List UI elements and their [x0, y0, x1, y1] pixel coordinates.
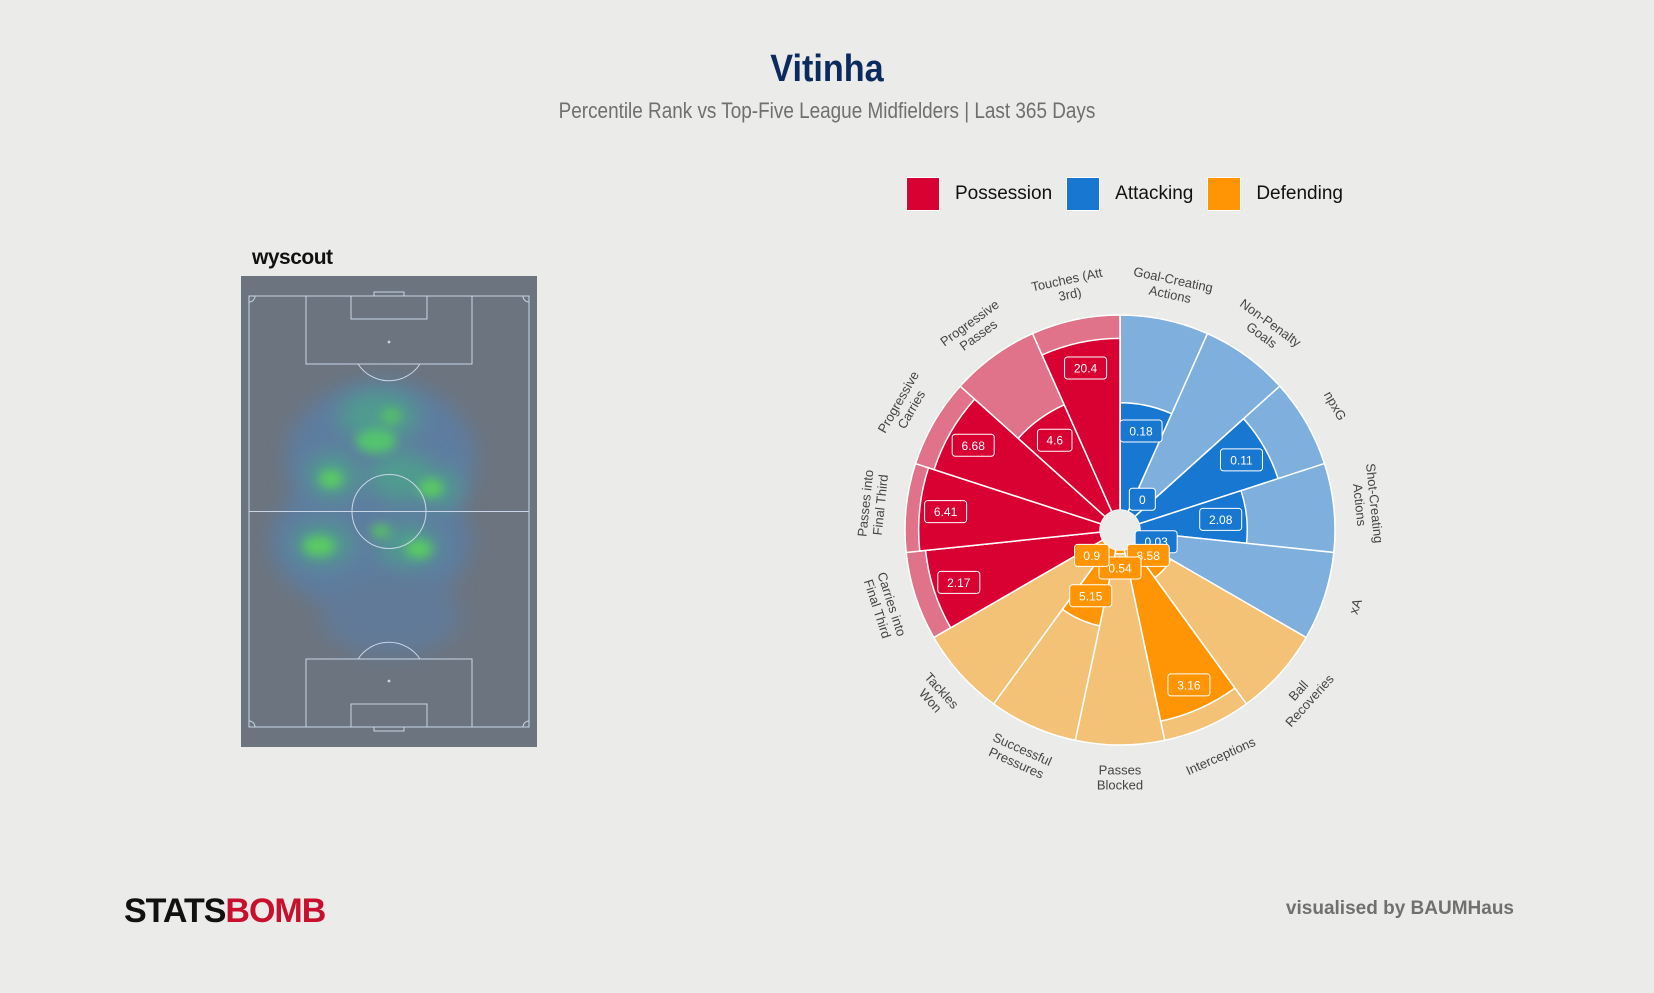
svg-text:0.18: 0.18 — [1129, 424, 1153, 438]
statsbomb-logo: STATSBOMB — [124, 892, 326, 931]
value-label-passes-into-final-third: 6.41 — [924, 500, 968, 524]
metric-label-xa: xA — [1346, 597, 1365, 616]
pitch-markings — [248, 291, 530, 732]
svg-text:0.11: 0.11 — [1230, 453, 1253, 467]
radar-wedges — [904, 314, 1336, 746]
legend: Possession Attacking Defending — [906, 176, 1357, 212]
svg-text:0.9: 0.9 — [1083, 549, 1100, 563]
legend-swatch-possession — [906, 177, 940, 211]
svg-text:4.6: 4.6 — [1046, 434, 1063, 448]
value-label-shot-creating-actions: 2.08 — [1199, 507, 1243, 531]
chart-title: Vitinha — [770, 48, 884, 90]
metric-label-carries-into-final-third: Carries intoFinal Third — [860, 570, 909, 642]
chart-subtitle: Percentile Rank vs Top-Five League Midfi… — [558, 98, 1096, 123]
value-label-goal-creating-actions: 0.18 — [1119, 419, 1163, 443]
svg-text:8.58: 8.58 — [1137, 549, 1161, 563]
metric-label-passes-blocked: Passes Blocked — [1097, 763, 1143, 793]
percentile-radar: Goal-CreatingActionsNon-PenaltyGoalsnpxG… — [854, 264, 1386, 793]
metric-label-tackles-won: TacklesWon — [910, 669, 962, 722]
legend-item-possession: Possession — [906, 177, 1052, 211]
value-label-npxg: 0.11 — [1219, 448, 1263, 472]
value-label-successful-pressures: 5.15 — [1069, 584, 1113, 608]
svg-text:2.17: 2.17 — [947, 576, 971, 590]
heatmap-pitch — [241, 276, 537, 747]
legend-label-attacking: Attacking — [1115, 183, 1194, 204]
value-label-progressive-carries: 6.68 — [951, 433, 995, 457]
svg-text:0.54: 0.54 — [1108, 562, 1132, 576]
legend-swatch-attacking — [1066, 177, 1101, 211]
svg-text:2.08: 2.08 — [1209, 513, 1233, 527]
metric-label-passes-into-final-third: Passes intoFinal Third — [854, 469, 891, 539]
metric-label-shot-creating-actions: Shot-CreatingActions — [1348, 463, 1386, 546]
svg-text:3.16: 3.16 — [1177, 678, 1201, 692]
wyscout-logo: wyscout — [252, 246, 333, 269]
metric-label-npxg: npxG — [1321, 389, 1350, 423]
svg-text:6.68: 6.68 — [962, 439, 986, 453]
heatmap-density — [271, 381, 476, 656]
svg-text:0: 0 — [1139, 493, 1146, 507]
statsbomb-logo-part1: STATS — [124, 892, 226, 930]
radar-value-labels: 0.1800.112.080.038.583.160.545.150.92.17… — [924, 356, 1263, 697]
metric-label-touches-att-3rd: Touches (Att3rd) — [1030, 265, 1107, 309]
value-label-progressive-passes: 4.6 — [1037, 428, 1073, 452]
radar-center-hub — [1100, 510, 1140, 550]
value-label-non-penalty-goals: 0 — [1128, 487, 1156, 511]
wedge-bar-passes-blocked — [1114, 548, 1126, 555]
metric-label-goal-creating-actions: Goal-CreatingActions — [1129, 264, 1214, 310]
legend-item-attacking: Attacking — [1066, 177, 1193, 211]
value-label-touches-att-3rd: 20.4 — [1064, 356, 1108, 380]
statsbomb-logo-part2: BOMB — [225, 892, 326, 930]
metric-label-interceptions: Interceptions — [1184, 734, 1259, 778]
credit-text: visualised by BAUMHaus — [1285, 898, 1514, 919]
svg-text:20.4: 20.4 — [1074, 362, 1098, 376]
metric-label-successful-pressures: SuccessfulPressures — [985, 730, 1055, 783]
value-label-tackles-won: 0.9 — [1074, 543, 1110, 567]
value-label-interceptions: 3.16 — [1167, 673, 1211, 697]
legend-label-possession: Possession — [955, 183, 1053, 204]
legend-swatch-defending — [1207, 177, 1242, 211]
svg-text:6.41: 6.41 — [934, 505, 958, 519]
svg-text:5.15: 5.15 — [1079, 589, 1103, 603]
legend-item-defending: Defending — [1207, 177, 1343, 211]
value-label-carries-into-final-third: 2.17 — [937, 570, 981, 594]
legend-label-defending: Defending — [1256, 183, 1343, 204]
metric-label-progressive-carries: ProgressiveCarries — [875, 369, 935, 443]
